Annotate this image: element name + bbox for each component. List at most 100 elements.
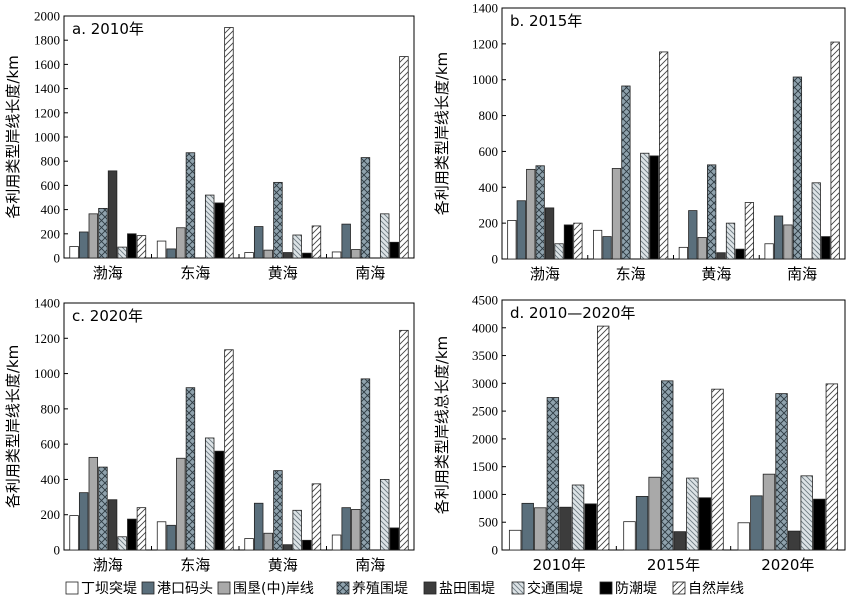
- bar-2: [635, 495, 649, 551]
- legend-swatch: [423, 581, 437, 595]
- y-tick-label: 3000: [472, 376, 498, 391]
- x-category-label: 南海: [355, 264, 385, 282]
- bar-4: [775, 393, 788, 551]
- legend-label: 交通围堤: [527, 580, 583, 597]
- bar-4: [535, 165, 545, 260]
- x-category-label: 黄海: [268, 264, 298, 282]
- bar-6: [204, 194, 215, 259]
- bar-6: [117, 246, 127, 259]
- bar-7: [214, 202, 225, 259]
- x-category-label: 东海: [180, 264, 210, 282]
- bar-4: [98, 466, 108, 551]
- bar-6: [292, 509, 302, 551]
- bar-1: [623, 521, 636, 551]
- bar-8: [136, 235, 147, 259]
- bar-2: [78, 492, 89, 551]
- y-tick-label: 200: [41, 226, 61, 241]
- bar-6: [292, 234, 302, 259]
- y-axis-label: 各利用类型岸线长度/km: [4, 345, 22, 508]
- plot-frame: [501, 299, 846, 551]
- bar-8: [224, 349, 234, 551]
- legend-item: 港口码头: [141, 581, 213, 597]
- y-axis-label: 各利用类型岸线长度/km: [4, 55, 22, 218]
- legend-label: 养殖围堤: [352, 580, 408, 597]
- y-tick-label: 1200: [34, 105, 60, 120]
- bar-8: [744, 202, 755, 260]
- bar-5: [107, 170, 118, 259]
- legend-swatch: [672, 581, 686, 595]
- bar-8: [825, 383, 839, 551]
- bar-5: [716, 252, 726, 260]
- bar-8: [399, 329, 409, 551]
- bar-6: [379, 213, 390, 259]
- bar-6: [725, 222, 736, 260]
- bar-3: [534, 507, 547, 551]
- x-category-label: 南海: [787, 265, 817, 283]
- y-tick-label: 200: [479, 216, 499, 231]
- bar-5: [544, 207, 555, 260]
- bar-2: [166, 524, 176, 551]
- bar-7: [813, 498, 826, 551]
- y-tick-label: 1000: [34, 366, 60, 381]
- chart-panel-3: 0 200 400 600 800 1000 1200 1400 渤海 东海 黄海 南海 c. 2020…: [4, 296, 415, 574]
- legend-item: 养殖围堤: [336, 580, 408, 597]
- bar-7: [389, 527, 400, 551]
- bar-3: [762, 473, 776, 551]
- bar-7: [127, 518, 137, 551]
- bar-4: [360, 378, 371, 551]
- bar-7: [127, 233, 137, 259]
- legend-label: 防潮堤: [615, 581, 657, 597]
- bar-1: [69, 515, 79, 551]
- legend-item: 防潮堤: [599, 581, 657, 597]
- bar-6: [800, 475, 813, 551]
- bar-6: [554, 243, 564, 260]
- bar-3: [611, 168, 622, 260]
- bar-8: [659, 51, 669, 260]
- bar-3: [351, 509, 361, 551]
- bar-4: [792, 76, 803, 260]
- y-tick-label: 0: [54, 251, 61, 266]
- bar-5: [282, 252, 293, 259]
- bar-7: [584, 503, 597, 551]
- panel-title: b. 2015年: [510, 12, 582, 30]
- x-category-label: 黄海: [268, 556, 298, 574]
- legend-label: 围垦(中)岸线: [233, 581, 314, 597]
- bar-1: [331, 534, 342, 551]
- panel-title: d. 2010—2020年: [510, 304, 635, 322]
- bar-3: [351, 249, 361, 259]
- bar-7: [698, 497, 712, 551]
- bar-1: [507, 220, 517, 260]
- y-tick-label: 1400: [34, 81, 60, 96]
- bar-2: [341, 507, 351, 551]
- y-tick-label: 3500: [472, 348, 498, 363]
- bar-3: [176, 227, 186, 259]
- bar-1: [69, 246, 79, 259]
- y-tick-label: 600: [41, 178, 61, 193]
- bar-4: [185, 387, 196, 551]
- y-tick-label: 600: [479, 144, 499, 159]
- chart-panel-1: 0 200 400 600 800 1000 1200 1400 1600 1800 2000 渤海 东…: [4, 9, 415, 282]
- y-tick-label: 600: [41, 437, 61, 452]
- bar-1: [678, 246, 688, 260]
- legend-item: 盐田围堤: [423, 581, 495, 597]
- y-axis-label: 各利用类型岸线长度/km: [433, 52, 451, 215]
- y-tick-label: 1600: [34, 57, 60, 72]
- legend-label: 丁坝突堤: [81, 581, 137, 597]
- bar-3: [697, 237, 707, 260]
- y-tick-label: 2000: [34, 9, 60, 24]
- y-tick-label: 4500: [472, 293, 498, 308]
- bar-2: [602, 236, 612, 260]
- bar-3: [783, 224, 793, 260]
- y-tick-label: 400: [41, 202, 61, 217]
- bar-8: [573, 222, 583, 260]
- bar-6: [686, 477, 699, 551]
- y-tick-label: 800: [41, 401, 61, 416]
- bar-3: [526, 168, 536, 260]
- x-category-label: 东海: [180, 556, 210, 574]
- bar-1: [331, 251, 342, 259]
- bar-2: [773, 215, 784, 260]
- y-tick-label: 400: [41, 472, 61, 487]
- legend-item: 交通围堤: [511, 580, 583, 597]
- y-tick-label: 1200: [472, 36, 498, 51]
- bar-7: [735, 248, 745, 260]
